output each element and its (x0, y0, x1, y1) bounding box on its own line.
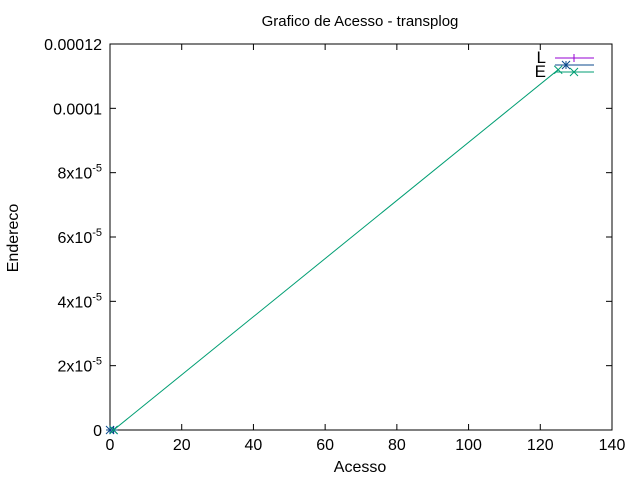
y-tick-base: 0.0001 (53, 101, 102, 118)
y-tick-base: 0.00012 (44, 37, 102, 54)
y-tick-exponent: -5 (92, 291, 102, 303)
y-tick-base: 0 (93, 423, 102, 440)
x-tick-label: 20 (173, 437, 191, 454)
series-layer (105, 65, 563, 435)
x-tick-label: 60 (316, 437, 334, 454)
y-tick-exponent: -5 (92, 227, 102, 239)
y-tick-base: 4x10 (58, 294, 93, 311)
y-tick-base: 6x10 (58, 230, 93, 247)
x-tick-label: 40 (245, 437, 263, 454)
y-tick-exponent: -5 (92, 356, 102, 368)
x-tick-label: 140 (599, 437, 626, 454)
legend-swatch-marker (561, 60, 571, 70)
y-axis-label: Endereco (5, 204, 22, 273)
series-line (113, 69, 559, 431)
legend: LE (535, 48, 594, 81)
y-tick-label: 4x10-5 (58, 291, 102, 311)
series-E (109, 65, 563, 435)
x-tick-label: 0 (106, 437, 115, 454)
y-tick-label: 0.00012 (44, 37, 102, 54)
chart-title: Grafico de Acesso - transplog (262, 13, 459, 30)
y-tick-base: 2x10 (58, 359, 93, 376)
y-tick-label: 0 (93, 423, 102, 440)
legend-swatch-marker (570, 54, 578, 62)
legend-label: E (535, 62, 546, 81)
y-tick-label: 6x10-5 (58, 227, 102, 247)
x-tick-label: 120 (527, 437, 554, 454)
x-tick-label: 100 (455, 437, 482, 454)
x-axis-ticks: 0 20 40 60 80 100 120 140 (106, 44, 626, 454)
y-tick-label: 0.0001 (53, 101, 102, 118)
data-point (109, 425, 118, 435)
x-tick-label: 80 (388, 437, 406, 454)
y-tick-label: 2x10-5 (58, 356, 102, 376)
x-axis-label: Acesso (334, 459, 387, 476)
y-tick-base: 8x10 (58, 166, 93, 183)
legend-swatch-marker (569, 67, 579, 77)
legend-label: L (537, 48, 546, 67)
y-tick-exponent: -5 (92, 163, 102, 175)
y-tick-label: 8x10-5 (58, 163, 102, 183)
data-point (553, 65, 563, 75)
